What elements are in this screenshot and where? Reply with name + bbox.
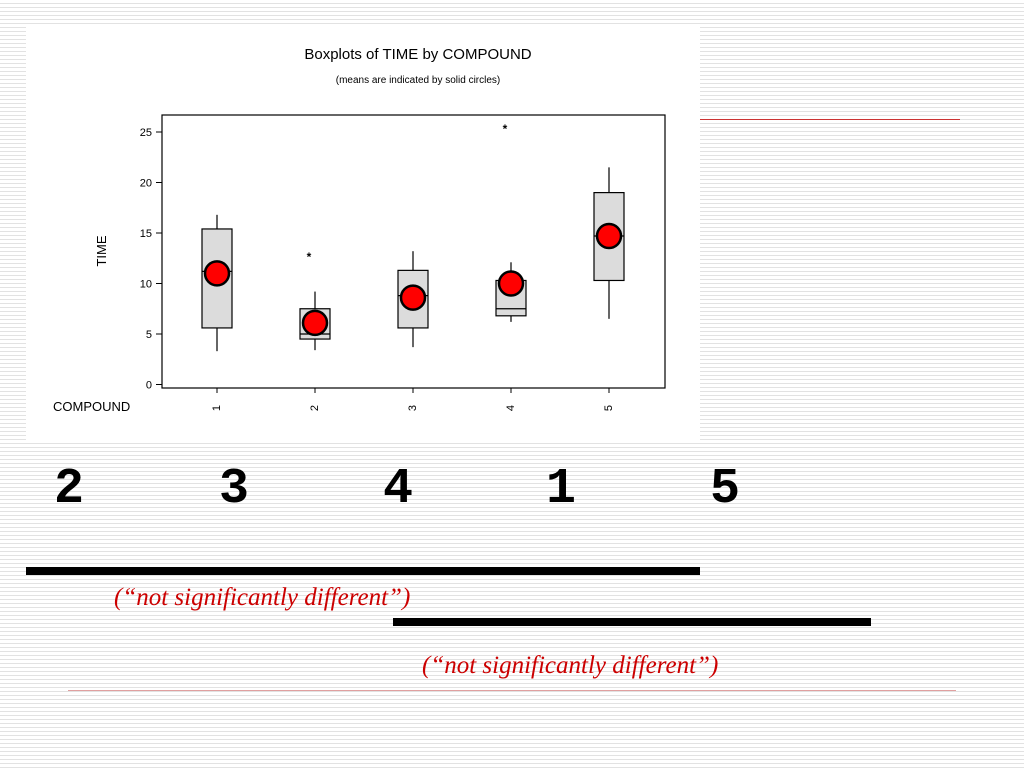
top-divider bbox=[700, 119, 960, 120]
outlier-marker: * bbox=[307, 250, 312, 264]
y-tick-label: 5 bbox=[146, 329, 152, 341]
rank-item: 1 bbox=[546, 461, 577, 518]
y-tick-label: 15 bbox=[140, 228, 152, 240]
mean-marker bbox=[203, 260, 231, 287]
rank-item: 2 bbox=[54, 461, 85, 518]
rank-item: 5 bbox=[710, 461, 741, 518]
chart-subtitle: (means are indicated by solid circles) bbox=[336, 75, 501, 86]
x-tick-label: 4 bbox=[505, 405, 517, 411]
y-tick-label: 25 bbox=[140, 127, 152, 139]
rank-item: 3 bbox=[219, 461, 250, 518]
bottom-divider bbox=[68, 690, 956, 691]
grouping-bar-1 bbox=[26, 567, 700, 575]
mean-marker bbox=[399, 284, 427, 311]
grouping-note-2: (“not significantly different”) bbox=[422, 652, 719, 679]
y-axis-label: TIME bbox=[94, 235, 109, 266]
chart-title: Boxplots of TIME by COMPOUND bbox=[304, 46, 531, 63]
mean-marker bbox=[595, 222, 623, 250]
x-axis-label: COMPOUND bbox=[53, 399, 130, 414]
grouping-note-1: (“not significantly different”) bbox=[114, 584, 411, 611]
y-tick-label: 20 bbox=[140, 178, 152, 190]
x-tick-label: 1 bbox=[211, 405, 223, 411]
boxplot-chart: Boxplots of TIME by COMPOUND (means are i… bbox=[26, 26, 700, 440]
mean-marker bbox=[497, 270, 525, 297]
y-tick-label: 10 bbox=[140, 279, 152, 291]
mean-marker bbox=[301, 309, 329, 337]
outlier-marker: * bbox=[503, 122, 508, 136]
grouping-bar-2 bbox=[393, 618, 871, 626]
x-tick-label: 3 bbox=[407, 405, 419, 411]
y-tick-label: 0 bbox=[146, 380, 152, 392]
boxplot-svg: Boxplots of TIME by COMPOUND (means are i… bbox=[53, 46, 666, 414]
x-tick-label: 5 bbox=[603, 405, 615, 411]
rank-item: 4 bbox=[383, 461, 414, 518]
compound-ranking: 2 3 4 1 5 bbox=[0, 458, 1024, 528]
x-tick-label: 2 bbox=[309, 405, 321, 411]
